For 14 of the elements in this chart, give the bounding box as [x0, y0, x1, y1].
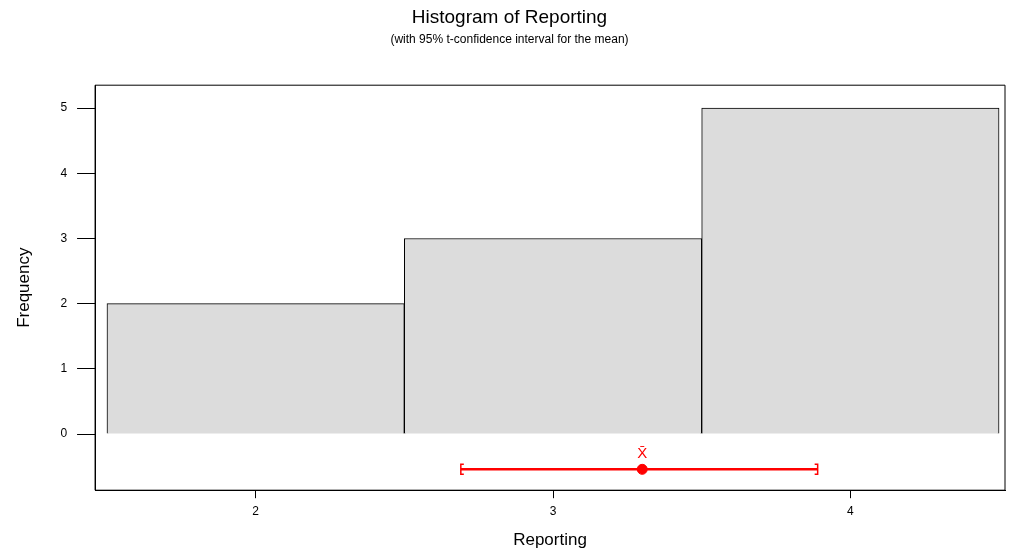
y-axis-title: Frequency	[13, 247, 33, 328]
x-tick-label: 3	[549, 503, 557, 518]
x-tick-label: 2	[252, 503, 260, 518]
x-axis-title: Reporting	[513, 530, 587, 550]
y-tick-label: 0	[60, 426, 68, 441]
y-tick-label: 2	[60, 295, 68, 310]
y-tick-label: 3	[60, 230, 68, 245]
x-tick-label: 4	[847, 503, 855, 518]
annotation: X̄	[637, 443, 648, 461]
y-tick-label: 1	[60, 361, 68, 376]
chart-subtitle: (with 95% t-confidence interval for the mean)	[390, 32, 629, 47]
y-tick-label: 5	[60, 100, 68, 115]
y-tick-label: 4	[60, 165, 68, 180]
chart-title: Histogram of Reporting	[411, 5, 608, 27]
